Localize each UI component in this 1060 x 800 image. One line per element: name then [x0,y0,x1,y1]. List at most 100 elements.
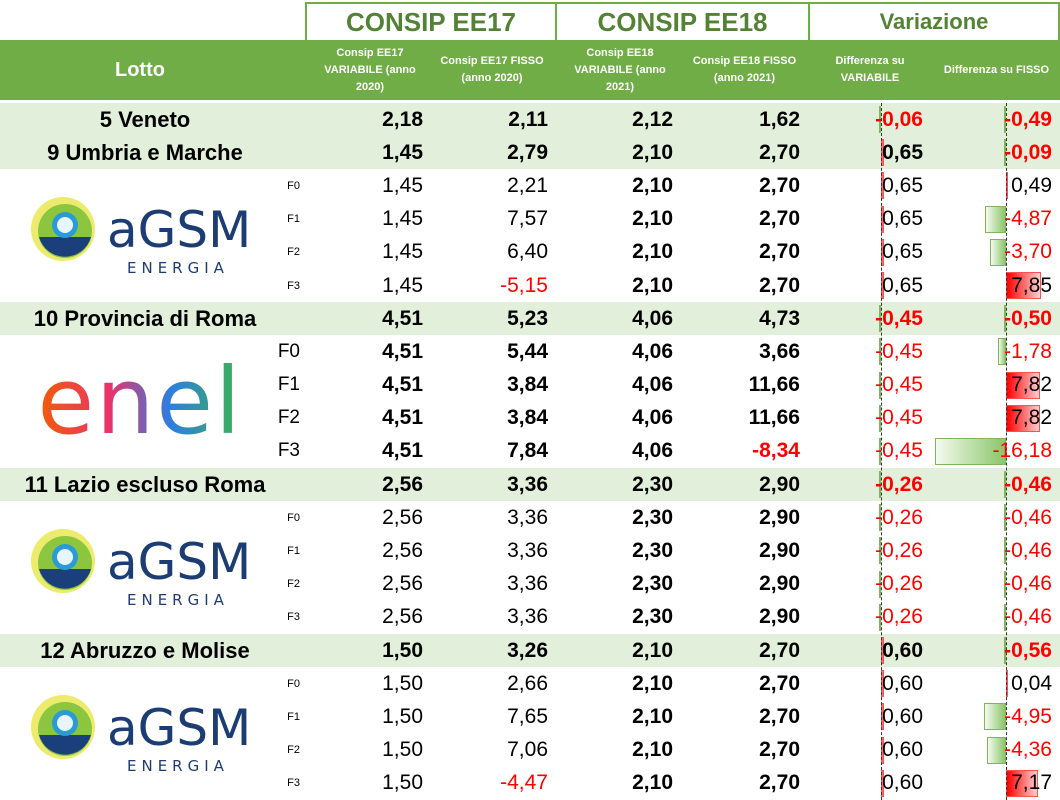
ee17-fisso-cell-value: 2,66 [507,671,548,695]
diff-fisso-cell-value: 7,17 [1011,771,1052,795]
diff-variabile-cell: 0,60 [808,634,923,667]
diff-fisso-cell: -16,18 [935,435,1052,468]
band-row: F2 1,50 7,06 2,10 2,70 0,60 -4,36 [0,734,1060,767]
ee18-variabile-cell-value: 4,06 [632,339,673,363]
logo-text: aGSM [107,699,251,757]
diff-fisso-cell: -0,09 [935,136,1052,169]
ee18-variabile-cell-value: 2,10 [632,140,673,164]
band-label: F3 [250,601,300,634]
data-bar [879,338,881,366]
ee18-fisso-cell: 2,90 [680,468,800,501]
band-label-value: F1 [287,710,300,723]
diff-fisso-cell-value: -0,46 [1004,572,1052,596]
data-bar-track [935,203,1060,236]
band-label-value: F1 [277,374,300,396]
band-label-value: F0 [287,511,300,524]
band-label-value: F2 [287,246,300,259]
ee18-variabile-cell-value: 4,06 [632,306,673,330]
ee18-variabile-cell: 4,06 [555,369,673,402]
data-bar-track [808,402,933,435]
ee17-fisso-cell: 3,36 [430,501,548,534]
band-row: F3 2,56 3,36 2,30 2,90 -0,26 -0,46 [0,601,1060,634]
col-header-ee17-fix: Consip EE17 FISSO (anno 2020) [440,55,544,84]
ee17-fisso-cell-value: 2,11 [508,107,548,131]
diff-variabile-cell: -0,45 [808,302,923,335]
ee17-variabile-cell: 4,51 [305,335,423,368]
ee18-variabile-cell: 2,30 [555,468,673,501]
diff-variabile-cell: 0,60 [808,700,923,733]
diff-fisso-cell: -4,87 [935,203,1052,236]
band-label: F0 [250,667,300,700]
ee17-variabile-cell: 1,45 [305,169,423,202]
ee18-fisso-cell-value: 2,90 [759,505,800,529]
data-bar [998,338,1006,366]
data-bar-track [808,302,933,335]
ee17-fisso-cell-value: 3,84 [507,373,548,397]
ee17-variabile-cell-value: 4,51 [382,439,423,463]
ee17-variabile-cell-value: 1,45 [382,173,423,197]
diff-fisso-cell-value: 7,82 [1011,373,1052,397]
ee17-variabile-cell-value: 1,50 [382,671,423,695]
top-header: CONSIP EE17 CONSIP EE18 Variazione [0,0,1060,40]
ee18-variabile-cell: 2,10 [555,136,673,169]
ee18-variabile-cell: 2,10 [555,269,673,302]
lotto-summary-row: 10 Provincia di Roma 4,51 5,23 4,06 4,73 -0,4… [0,302,1060,336]
diff-fisso-cell: 7,85 [935,269,1052,302]
ee18-variabile-cell-value: 2,10 [632,273,673,297]
ee17-fisso-cell: 7,65 [430,700,548,733]
ee18-fisso-cell-value: 2,70 [759,771,800,795]
ee18-fisso-cell-value: 2,70 [759,240,800,264]
ee17-variabile-cell-value: 4,51 [382,339,423,363]
ee17-variabile-cell-value: 4,51 [382,373,423,397]
ee17-fisso-cell-value: 5,44 [507,339,548,363]
data-bar-track [808,103,933,136]
ee17-fisso-cell-value: 6,40 [507,240,548,264]
diff-fisso-cell: -4,36 [935,734,1052,767]
data-bar-track [808,501,933,534]
data-bar-track [808,568,933,601]
ee17-variabile-cell-value: 2,56 [382,605,423,629]
lotto-name-value: 10 Provincia di Roma [33,305,257,331]
diff-fisso-cell-value: -4,36 [1004,738,1052,762]
ee17-variabile-cell: 2,56 [305,501,423,534]
ee17-variabile-cell: 1,45 [305,203,423,236]
ee17-fisso-cell-value: 7,57 [507,207,548,231]
header-variazione: Variazione [808,2,1060,40]
col-header-ee17-var: Consip EE17 VARIABILE (anno 2020) [324,46,416,93]
band-label: F3 [255,435,300,468]
ee17-fisso-cell-value: 7,06 [507,738,548,762]
ee18-variabile-cell: 2,10 [555,700,673,733]
band-row: F2 1,45 6,40 2,10 2,70 0,65 -3,70 [0,236,1060,269]
band-label: F1 [250,203,300,236]
ee18-variabile-cell-value: 2,30 [632,605,673,629]
ee18-variabile-cell-value: 2,10 [632,671,673,695]
ee17-fisso-cell-value: 3,36 [507,539,548,563]
diff-variabile-cell: 0,65 [808,203,923,236]
ee18-fisso-cell-value: 11,66 [748,406,800,430]
data-bar-track [935,734,1060,767]
ee17-fisso-cell-value: -5,15 [500,273,548,297]
data-bar-track [935,634,1060,667]
data-bar [879,437,881,465]
diff-fisso-cell: 7,17 [935,767,1052,800]
ee17-fisso-cell-value: 3,26 [507,638,548,662]
ee17-fisso-cell-value: 3,36 [507,605,548,629]
ee17-variabile-cell: 1,50 [305,767,423,800]
ee18-variabile-cell: 2,30 [555,568,673,601]
diff-fisso-cell-value: -16,18 [992,439,1052,463]
ee18-fisso-cell: 2,70 [680,269,800,302]
ee17-variabile-cell: 1,50 [305,634,423,667]
lotto-name: 9 Umbria e Marche [0,136,290,169]
supplier-logo: enel [10,335,270,468]
ee18-variabile-cell-value: 2,10 [632,173,673,197]
data-bar-track [935,468,1060,501]
ee17-variabile-cell-value: 2,56 [382,472,423,496]
ee18-variabile-cell: 2,30 [555,534,673,567]
ee17-variabile-cell: 1,45 [305,269,423,302]
ee18-variabile-cell-value: 4,06 [632,406,673,430]
diff-variabile-cell: 0,65 [808,236,923,269]
data-bar-track [935,103,1060,136]
data-bar [989,238,1006,266]
band-label: F0 [250,169,300,202]
ee18-fisso-cell-value: 2,70 [759,671,800,695]
